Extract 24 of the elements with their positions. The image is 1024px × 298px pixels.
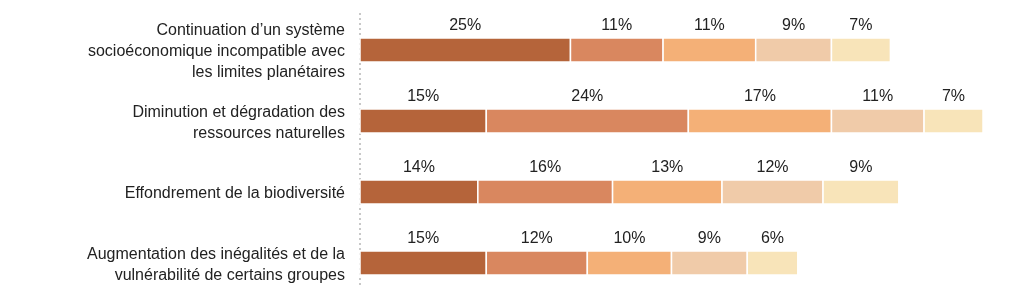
data-label: 12% bbox=[520, 229, 553, 246]
data-label: 11% bbox=[693, 16, 725, 33]
data-label: 11% bbox=[601, 16, 633, 33]
data-label: 9% bbox=[849, 158, 873, 175]
y-tick-label: Diminution et dégradation des ressources naturelles bbox=[132, 102, 345, 141]
data-label: 6% bbox=[760, 229, 785, 246]
data-label: 16% bbox=[529, 158, 562, 175]
data-label: 12% bbox=[756, 158, 789, 175]
y-tick-label: Effondrement de la biodiversité bbox=[124, 184, 346, 201]
y-tick-label: Continuation d’un système socioéconomique incompatible avec les limites planétaires bbox=[87, 21, 346, 80]
y-tick-label: Augmentation des inégalités et de la vulnérabilité de certains groupes bbox=[87, 244, 346, 283]
data-label: 15% bbox=[407, 87, 440, 104]
data-label: 24% bbox=[571, 87, 604, 104]
data-label: 11% bbox=[862, 87, 894, 104]
data-label: 7% bbox=[849, 16, 873, 33]
data-label: 7% bbox=[941, 87, 966, 104]
data-label: 14% bbox=[402, 158, 435, 175]
data-label: 25% bbox=[449, 16, 482, 33]
data-label: 13% bbox=[651, 158, 684, 175]
data-label: 9% bbox=[782, 16, 806, 33]
data-label: 15% bbox=[407, 229, 440, 246]
data-label: 9% bbox=[697, 229, 721, 246]
data-label: 10% bbox=[613, 229, 646, 246]
data-label: 17% bbox=[743, 87, 776, 104]
